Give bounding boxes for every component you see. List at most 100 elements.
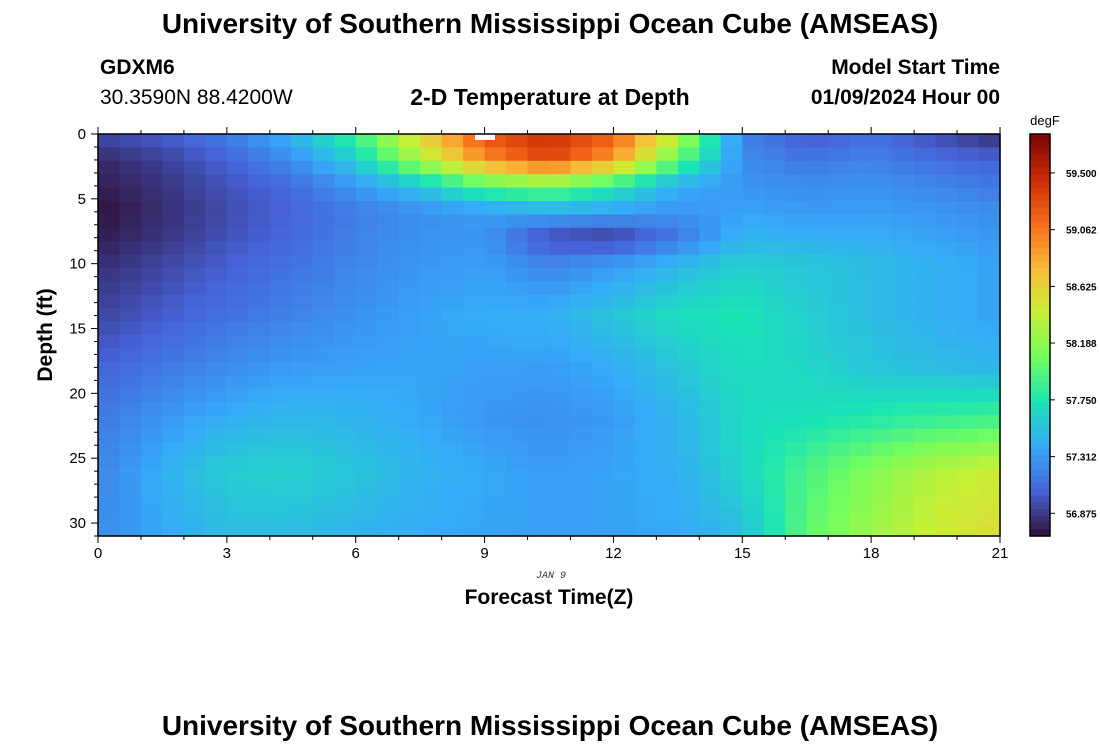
heatmap-cell — [527, 214, 550, 229]
heatmap-cell — [871, 402, 894, 416]
heatmap-cell — [613, 522, 636, 537]
heatmap-cell — [549, 134, 572, 148]
heatmap-cell — [763, 227, 786, 242]
heatmap-cell — [677, 147, 700, 162]
heatmap-cell — [312, 335, 335, 349]
colorbar-swatch — [1030, 442, 1050, 450]
heatmap-cell — [634, 241, 657, 256]
heatmap-cell — [914, 442, 937, 457]
heatmap-cell — [871, 147, 894, 162]
heatmap-cell — [248, 241, 271, 256]
heatmap-cell — [914, 201, 937, 215]
heatmap-cell — [162, 455, 185, 470]
heatmap-cell — [935, 254, 958, 269]
heatmap-cell — [871, 361, 894, 376]
heatmap-cell — [248, 348, 271, 363]
heatmap-cell — [892, 254, 915, 269]
heatmap-cell — [248, 134, 271, 148]
heatmap-cell — [699, 308, 722, 323]
heatmap-cell — [183, 415, 206, 430]
heatmap-cell — [591, 308, 615, 323]
heatmap-cell — [183, 201, 206, 215]
colorbar-swatch — [1030, 147, 1050, 155]
heatmap-cell — [742, 469, 765, 483]
heatmap-cell — [720, 294, 743, 309]
heatmap-cell — [892, 469, 915, 483]
heatmap-cell — [226, 455, 249, 470]
heatmap-cell — [978, 254, 1001, 269]
heatmap-cell — [720, 308, 743, 323]
colorbar-swatch — [1030, 475, 1050, 483]
heatmap-cell — [420, 469, 443, 483]
heatmap-cell — [957, 241, 980, 256]
heatmap-cell — [527, 268, 550, 282]
heatmap-cell — [463, 308, 486, 323]
heatmap-cell — [806, 174, 829, 189]
colorbar-swatch — [1030, 395, 1050, 403]
heatmap-cell — [763, 321, 786, 336]
heatmap-cell — [484, 455, 507, 470]
heatmap-cell — [785, 361, 808, 376]
heatmap-cell — [98, 335, 121, 349]
heatmap-cell — [634, 415, 657, 430]
colorbar-swatch — [1030, 495, 1050, 504]
heatmap-cell — [334, 294, 357, 309]
heatmap-cell — [291, 469, 314, 483]
heatmap-cell — [742, 294, 765, 309]
heatmap-cell — [742, 428, 765, 443]
heatmap-cell — [527, 201, 550, 215]
heatmap-cell — [119, 160, 142, 175]
heatmap-cell — [355, 227, 378, 242]
heatmap-cell — [591, 495, 615, 510]
heatmap-cell — [806, 227, 829, 242]
chart-subtitle: 2-D Temperature at Depth — [410, 84, 690, 110]
heatmap-cell — [570, 308, 593, 323]
heatmap-cell — [334, 402, 357, 416]
heatmap-cell — [183, 442, 206, 457]
heatmap-cell — [677, 442, 700, 457]
heatmap-cell — [742, 281, 765, 296]
heatmap-cell — [248, 335, 271, 349]
colorbar-swatch — [1030, 254, 1050, 262]
heatmap-cell — [98, 281, 121, 296]
heatmap-cell — [527, 509, 550, 524]
heatmap-cell — [634, 147, 657, 162]
heatmap-cell — [441, 134, 464, 148]
heatmap-cell — [742, 482, 765, 497]
heatmap-cell — [205, 388, 228, 403]
heatmap-cell — [205, 134, 228, 148]
heatmap-cell — [441, 187, 464, 202]
heatmap-cell — [978, 375, 1001, 390]
colorbar-swatch — [1030, 375, 1050, 383]
heatmap-cell — [613, 428, 636, 443]
colorbar-frame — [1029, 133, 1051, 537]
heatmap-cell — [484, 174, 507, 189]
heatmap-cell — [420, 227, 443, 242]
heatmap-cell — [742, 321, 765, 336]
heatmap-cell — [591, 281, 615, 296]
heatmap-cell — [269, 388, 292, 403]
heatmap-cell — [205, 415, 228, 430]
heatmap-cell — [248, 268, 271, 282]
heatmap-cell — [398, 469, 421, 483]
heatmap-cell — [355, 469, 378, 483]
heatmap-cell — [849, 201, 872, 215]
heatmap-cell — [291, 321, 314, 336]
heatmap-cell — [892, 335, 915, 349]
heatmap-cell — [720, 147, 743, 162]
heatmap-cell — [634, 160, 657, 175]
heatmap-cell — [613, 187, 636, 202]
heatmap-cell — [613, 201, 636, 215]
x-tick-label: 15 — [734, 545, 751, 562]
heatmap-cell — [355, 428, 378, 443]
heatmap-cell — [828, 268, 851, 282]
heatmap-cell — [892, 321, 915, 336]
heatmap-cell — [785, 415, 808, 430]
heatmap-cell — [484, 268, 507, 282]
heatmap-cell — [398, 308, 421, 323]
heatmap-cell — [162, 281, 185, 296]
heatmap-cell — [119, 294, 142, 309]
heatmap-cell — [119, 214, 142, 229]
heatmap-cell — [441, 522, 464, 537]
heatmap-cell — [914, 455, 937, 470]
